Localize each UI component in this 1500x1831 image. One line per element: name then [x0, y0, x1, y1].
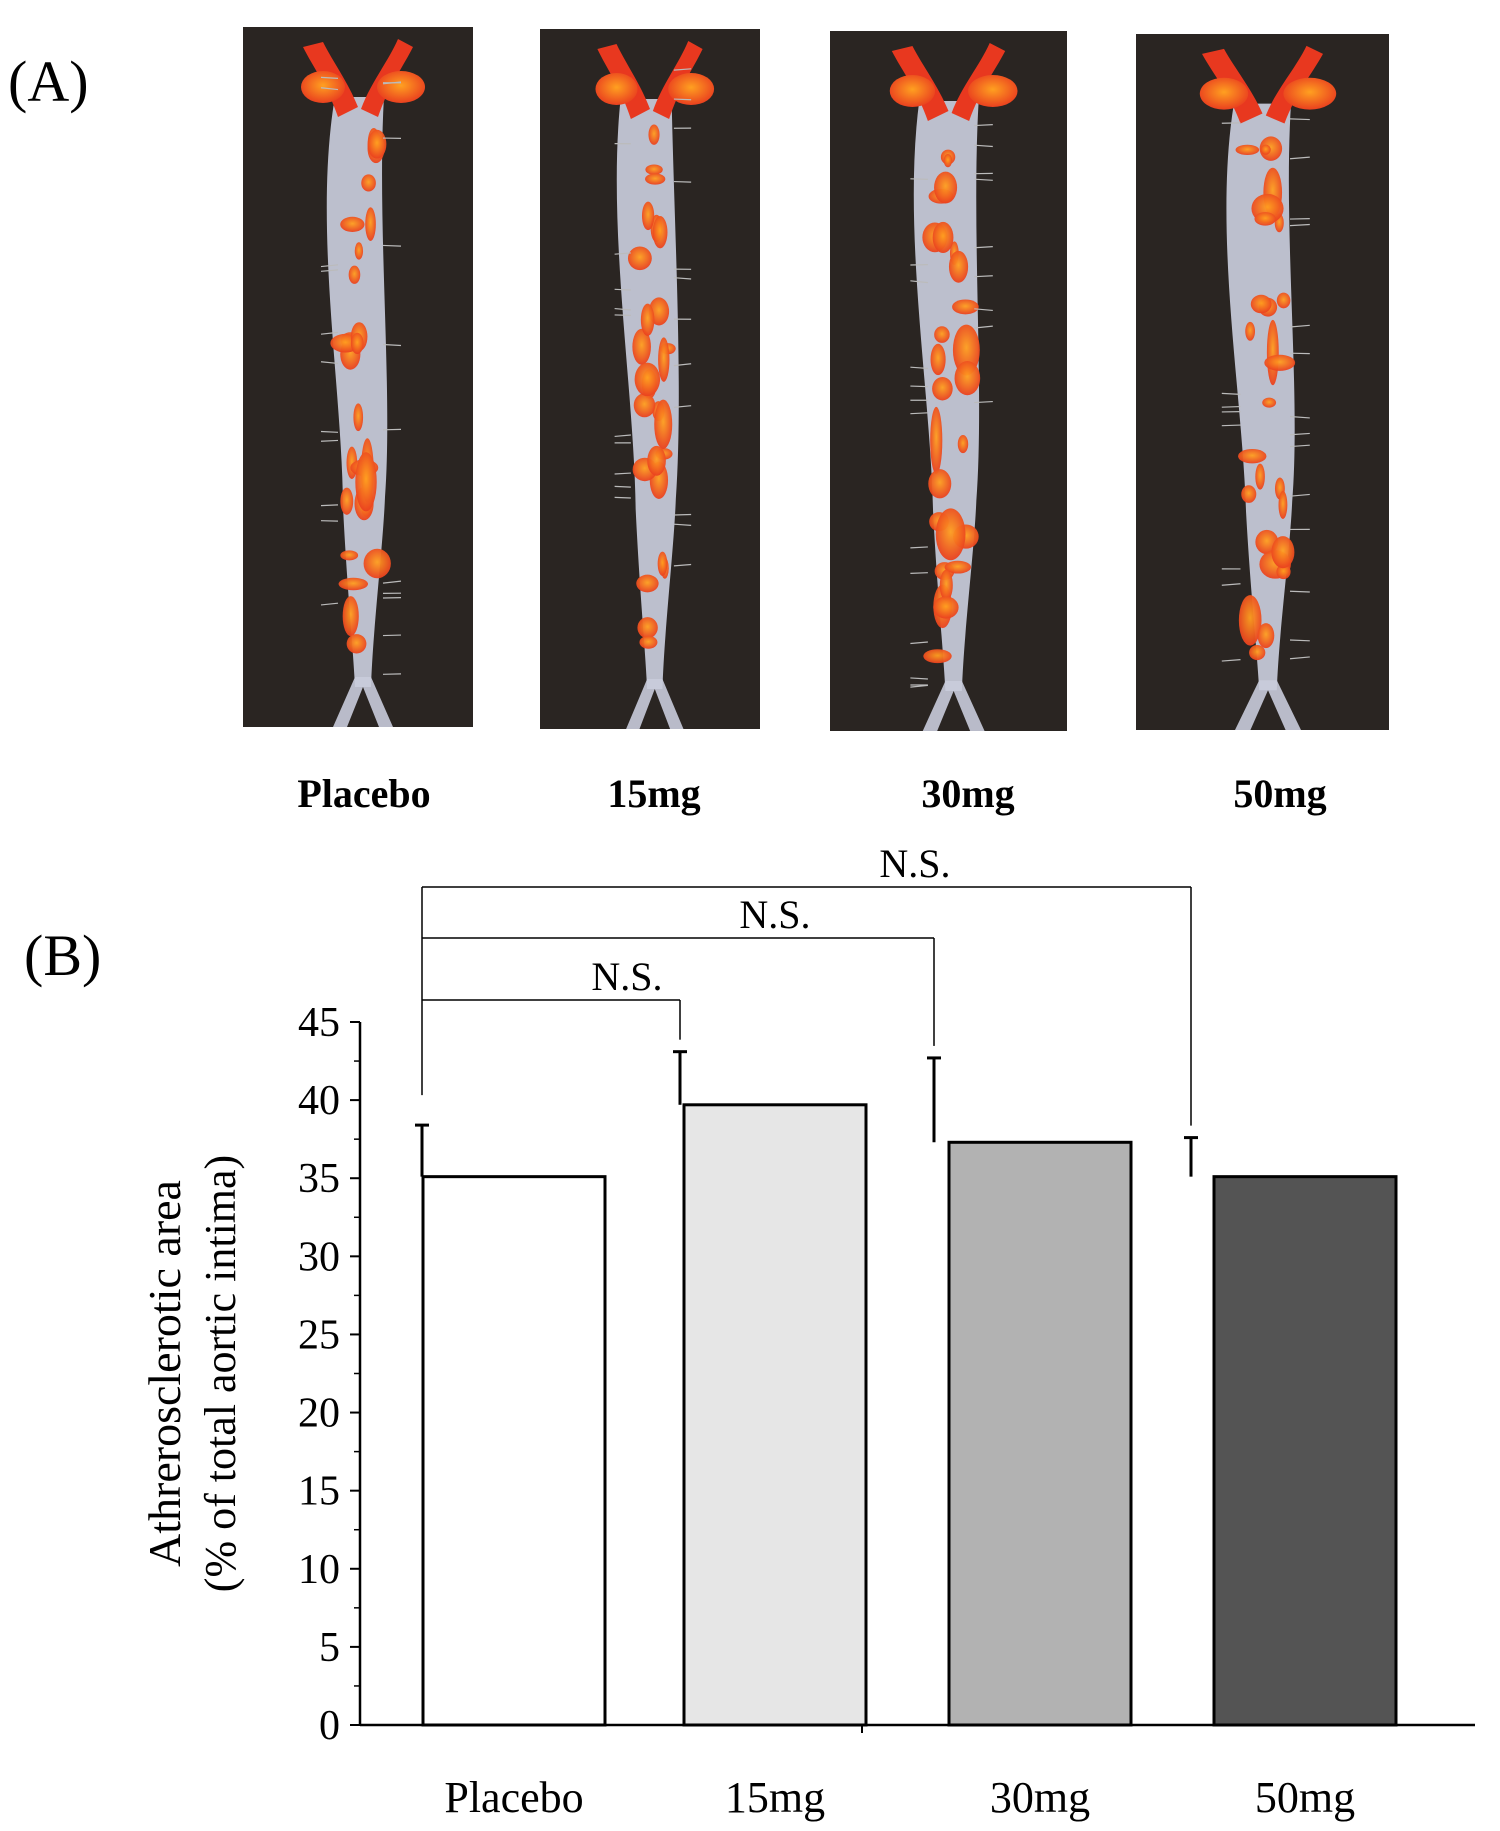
- aorta-photo-placebo: [243, 27, 473, 727]
- y-tick-label: 25: [298, 1312, 340, 1358]
- bar-15mg: [682, 1103, 868, 1727]
- photo-caption-30mg: 30mg: [921, 771, 1015, 816]
- bar-placebo: [421, 1175, 607, 1727]
- bar-50mg: [1212, 1175, 1398, 1727]
- photo-caption-50mg: 50mg: [1233, 771, 1327, 816]
- comparison-label: N.S.: [879, 841, 950, 886]
- photo-caption-15mg: 15mg: [607, 771, 701, 816]
- y-tick-label: 35: [298, 1156, 340, 1202]
- y-axis-sublabel: (% of total aortic intima): [196, 1155, 245, 1592]
- y-axis-label: Athrerosclerotic area: [139, 1180, 190, 1567]
- aorta-photo-15mg: [540, 29, 760, 729]
- bar-30mg: [947, 1140, 1133, 1727]
- x-tick-label: Placebo: [444, 1773, 583, 1822]
- y-tick-label: 45: [298, 1000, 340, 1046]
- x-tick-label: 30mg: [990, 1773, 1090, 1822]
- comparison-label: N.S.: [739, 892, 810, 937]
- y-tick-label: 40: [298, 1078, 340, 1124]
- y-tick-label: 10: [298, 1547, 340, 1593]
- y-tick-label: 5: [319, 1625, 340, 1671]
- x-tick-label: 15mg: [725, 1773, 825, 1822]
- y-tick-label: 20: [298, 1391, 340, 1437]
- panel-label-b: (B): [24, 923, 102, 988]
- aorta-photo-30mg: [830, 31, 1067, 731]
- panel-label-a: (A): [8, 49, 89, 114]
- y-tick-label: 15: [298, 1469, 340, 1515]
- bar-chart: 0 5 10 15 20 25 30 35 40 45 Placebo 15mg 30mg 50mg N.S…: [139, 841, 1475, 1822]
- comparison-label: N.S.: [591, 954, 662, 999]
- photo-caption-placebo: Placebo: [297, 771, 431, 816]
- x-tick-label: 50mg: [1255, 1773, 1355, 1822]
- y-tick-label: 0: [319, 1703, 340, 1749]
- y-tick-label: 30: [298, 1234, 340, 1280]
- aorta-photo-50mg: [1136, 34, 1389, 730]
